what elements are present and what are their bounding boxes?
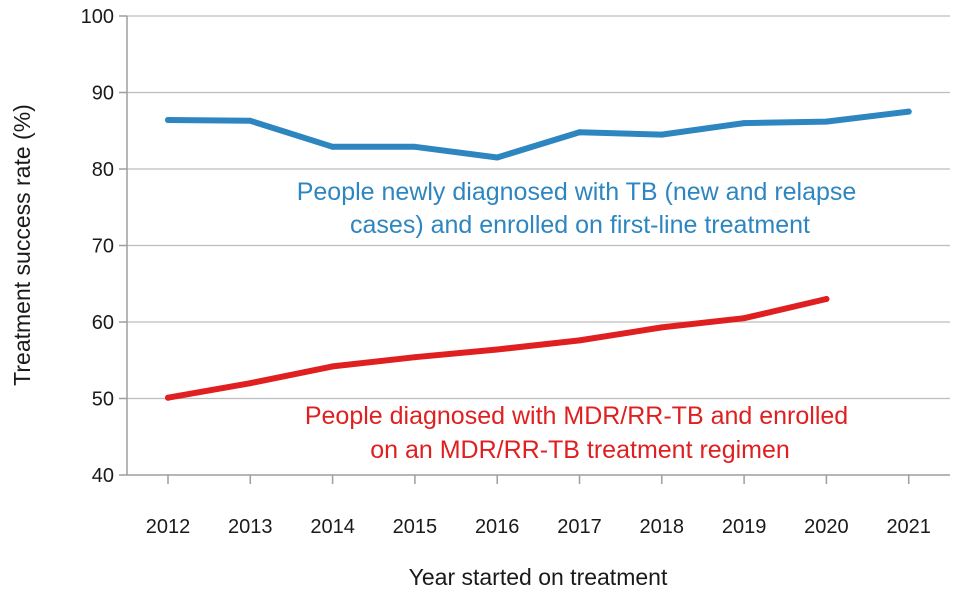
series-label-new-relapse-line-2: cases) and enrolled on first-line treatm… [350,211,810,239]
series-label-mdr-rr: People diagnosed with MDR/RR-TB and enro… [305,402,855,464]
data-point-0-2018 [658,131,665,138]
series-label-mdr-rr-line-2: on an MDR/RR-TB treatment regimen [370,436,790,464]
series-label-mdr-rr-line-1: People diagnosed with MDR/RR-TB and enro… [305,402,848,430]
x-tick-label-2021: 2021 [886,516,931,538]
data-point-0-2013 [247,117,254,124]
data-point-0-2016 [494,154,501,161]
data-point-1-2013 [247,380,254,387]
data-point-0-2019 [741,120,748,127]
y-axis-title: Treatment success rate (%) [9,104,35,386]
series-label-new-relapse-line-1: People newly diagnosed with TB (new and … [297,178,857,206]
series-label-new-relapse: People newly diagnosed with TB (new and … [297,178,864,239]
y-tick-label-40: 40 [92,465,114,487]
x-tick-label-2015: 2015 [393,516,438,538]
data-point-0-2015 [411,143,418,150]
x-tick-label-2017: 2017 [557,516,602,538]
data-point-1-2018 [658,324,665,331]
x-tick-labels: 2012 2013 2014 2015 2016 2017 2018 2019 2020 2021 [146,475,931,538]
gridlines [127,15,950,400]
y-tick-label-50: 50 [92,389,114,411]
data-point-1-2019 [741,315,748,322]
y-tick-label-90: 90 [92,83,114,105]
x-tick-label-2020: 2020 [804,516,849,538]
data-point-1-2015 [411,354,418,361]
y-tick-label-70: 70 [92,236,114,258]
x-tick-label-2013: 2013 [228,516,273,538]
series-line-0 [165,108,912,161]
y-tick-labels: 40 50 60 70 80 90 100 [81,6,127,487]
data-point-1-2017 [576,337,583,344]
data-point-0-2014 [329,143,336,150]
series-lines [165,108,912,401]
x-tick-label-2014: 2014 [310,516,355,538]
data-point-1-2014 [329,363,336,370]
x-tick-label-2012: 2012 [146,516,191,538]
y-tick-label-60: 60 [92,312,114,334]
x-tick-label-2019: 2019 [722,516,767,538]
y-tick-label-100: 100 [81,6,114,28]
data-point-0-2020 [823,118,830,125]
data-point-1-2012 [165,394,171,401]
x-axis-title: Year started on treatment [409,564,668,590]
data-point-0-2012 [165,117,171,124]
x-tick-label-2016: 2016 [475,516,520,538]
y-tick-label-80: 80 [92,159,114,181]
x-tick-label-2018: 2018 [640,516,685,538]
data-point-0-2021 [905,108,912,115]
data-point-1-2020 [823,296,830,303]
data-point-0-2017 [576,129,583,136]
data-point-1-2016 [494,346,501,353]
